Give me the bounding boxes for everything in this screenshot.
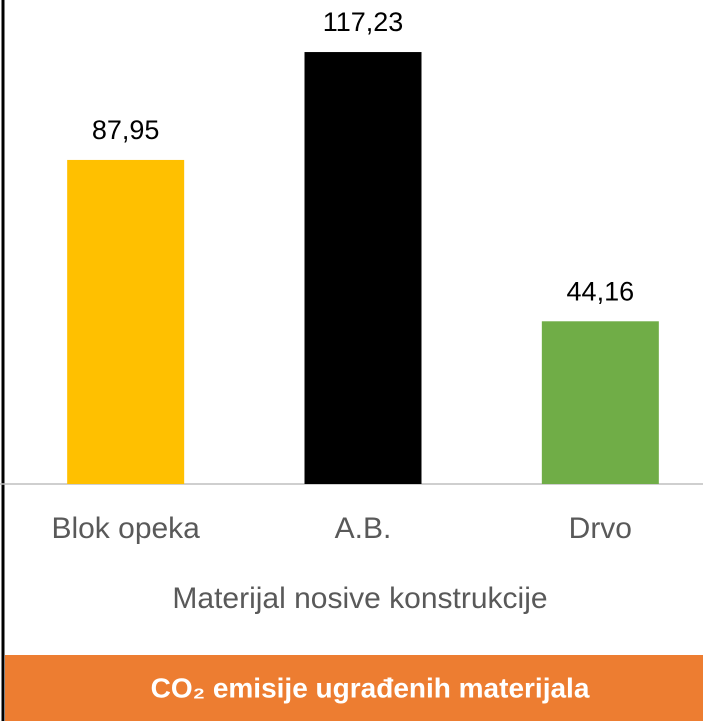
- value-label: 117,23: [323, 7, 404, 37]
- value-label: 87,95: [92, 115, 160, 145]
- bar: [67, 159, 185, 484]
- title-band: [5, 655, 703, 721]
- chart-title: CO₂ emisije ugrađenih materijala: [151, 672, 590, 703]
- bar: [541, 321, 659, 484]
- value-label: 44,16: [567, 276, 635, 306]
- x-tick-label: Blok opeka: [51, 512, 200, 545]
- x-tick-label: A.B.: [335, 512, 392, 545]
- bar: [304, 52, 422, 484]
- x-tick-label: Drvo: [569, 512, 632, 545]
- x-axis-label: Materijal nosive konstrukcije: [172, 582, 547, 615]
